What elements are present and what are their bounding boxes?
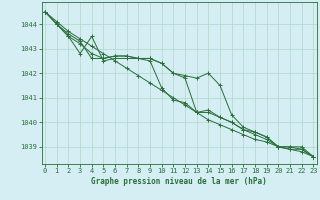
X-axis label: Graphe pression niveau de la mer (hPa): Graphe pression niveau de la mer (hPa) xyxy=(91,177,267,186)
